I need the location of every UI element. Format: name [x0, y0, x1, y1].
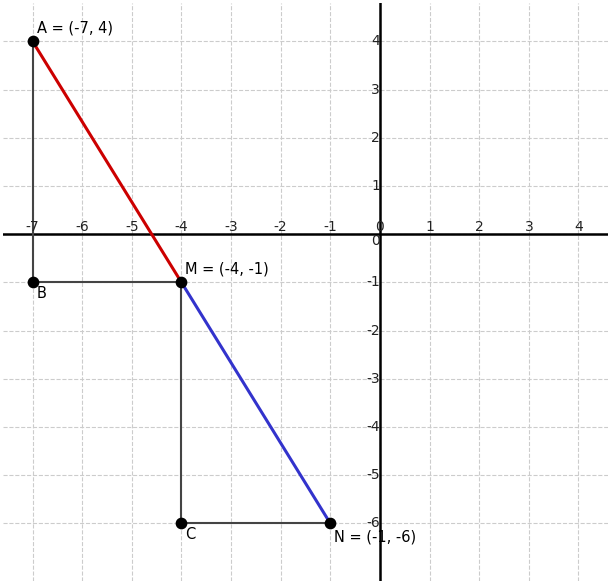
Point: [177, 519, 186, 528]
Text: 2: 2: [475, 220, 483, 234]
Text: -2: -2: [367, 324, 380, 338]
Point: [27, 37, 37, 46]
Text: B: B: [37, 286, 46, 301]
Point: [177, 277, 186, 287]
Text: 2: 2: [371, 131, 380, 145]
Text: M = (-4, -1): M = (-4, -1): [185, 262, 269, 277]
Text: 1: 1: [425, 220, 434, 234]
Text: -2: -2: [274, 220, 288, 234]
Text: 4: 4: [574, 220, 583, 234]
Text: -6: -6: [366, 516, 380, 530]
Text: -7: -7: [26, 220, 39, 234]
Text: 3: 3: [524, 220, 533, 234]
Point: [27, 277, 37, 287]
Text: A = (-7, 4): A = (-7, 4): [37, 20, 112, 36]
Text: -1: -1: [366, 276, 380, 289]
Text: N = (-1, -6): N = (-1, -6): [334, 529, 417, 544]
Text: -5: -5: [125, 220, 139, 234]
Text: 0: 0: [371, 234, 380, 248]
Text: 3: 3: [371, 82, 380, 96]
Text: 4: 4: [371, 34, 380, 48]
Text: -1: -1: [323, 220, 337, 234]
Text: -4: -4: [367, 420, 380, 434]
Text: C: C: [185, 527, 196, 542]
Text: 1: 1: [371, 179, 380, 193]
Text: -4: -4: [175, 220, 188, 234]
Text: -5: -5: [367, 468, 380, 482]
Text: 0: 0: [376, 220, 384, 234]
Text: -3: -3: [224, 220, 238, 234]
Text: -6: -6: [75, 220, 89, 234]
Point: [326, 519, 335, 528]
Text: -3: -3: [367, 372, 380, 386]
